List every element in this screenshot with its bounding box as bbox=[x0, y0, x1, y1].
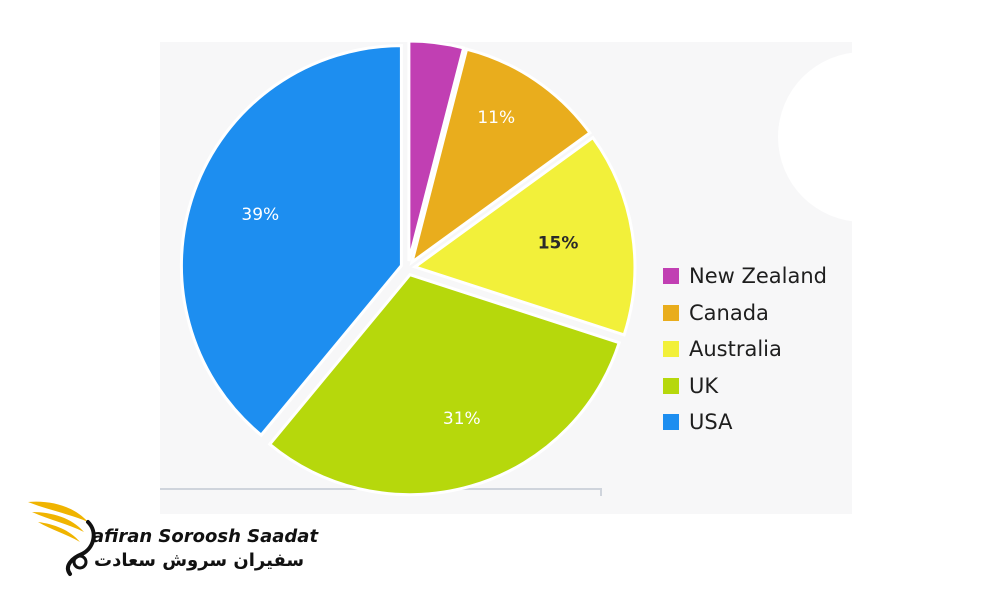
legend-item-canada: Canada bbox=[663, 295, 827, 332]
panel-bottom-tick bbox=[600, 488, 602, 496]
brand-name-persian: سفیران سروش سعادت bbox=[94, 550, 305, 571]
pie-slice-uk bbox=[267, 272, 622, 497]
pie-slice-new-zealand bbox=[407, 39, 466, 262]
panel-corner-decoration bbox=[778, 52, 948, 222]
legend-swatch bbox=[663, 377, 679, 394]
legend-item-australia: Australia bbox=[663, 331, 827, 368]
legend-item-new-zealand: New Zealand bbox=[663, 258, 827, 295]
legend-label: UK bbox=[689, 373, 719, 398]
brand-name-english: afiran Soroosh Saadat bbox=[92, 526, 319, 547]
slice-label-usa: 39% bbox=[241, 205, 279, 225]
legend-label: Australia bbox=[689, 337, 782, 362]
legend-item-usa: USA bbox=[663, 404, 827, 441]
legend-label: USA bbox=[689, 410, 733, 435]
legend-label: New Zealand bbox=[689, 264, 827, 289]
slice-label-new-zealand: 4% bbox=[415, 0, 442, 16]
brand-watermark: afiran Soroosh Saadat سفیران سروش سعادت bbox=[22, 492, 318, 582]
slice-label-uk: 31% bbox=[443, 409, 481, 429]
slice-label-australia: 15% bbox=[538, 233, 579, 253]
legend-swatch bbox=[663, 268, 679, 285]
pie-slice-australia bbox=[411, 135, 637, 337]
legend-item-uk: UK bbox=[663, 368, 827, 405]
pie-slice-canada bbox=[409, 47, 593, 266]
legend-swatch bbox=[663, 304, 679, 321]
pie-slice-usa bbox=[179, 44, 403, 438]
legend-swatch bbox=[663, 341, 679, 358]
legend-swatch bbox=[663, 414, 679, 431]
slice-label-canada: 11% bbox=[477, 108, 515, 128]
chart-legend: New Zealand Canada Australia UK USA bbox=[663, 258, 827, 441]
legend-label: Canada bbox=[689, 300, 769, 325]
swan-wing-logo-icon bbox=[28, 501, 96, 576]
